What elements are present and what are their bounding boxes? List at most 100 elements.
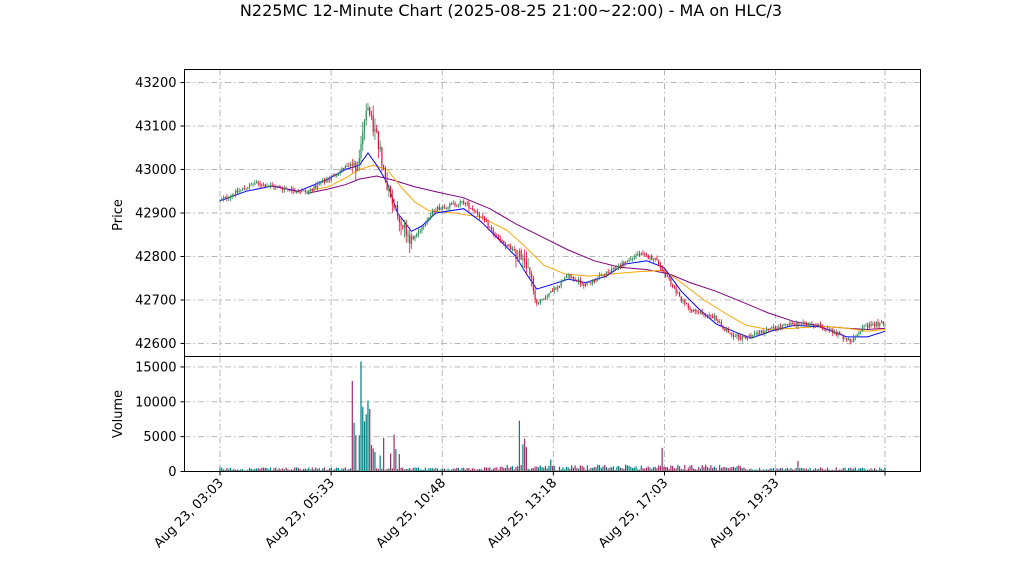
volume-bar xyxy=(600,467,602,472)
candle-body xyxy=(280,186,282,189)
candle-body xyxy=(487,221,489,228)
candle-body xyxy=(638,253,641,256)
candle-body xyxy=(637,253,639,256)
candle-body xyxy=(866,325,869,328)
candle-body xyxy=(483,217,486,221)
candle-body xyxy=(398,215,400,223)
candle-body xyxy=(381,147,383,166)
volume-bar xyxy=(294,467,296,472)
volume-bar xyxy=(532,468,534,472)
candle-body xyxy=(819,324,822,327)
candle-body xyxy=(811,323,813,325)
candle-body xyxy=(464,203,467,204)
candle-body xyxy=(518,250,521,257)
candle-body xyxy=(302,190,305,192)
volume-bar xyxy=(266,467,268,472)
volume-bar xyxy=(625,464,627,472)
volume-bar xyxy=(734,467,736,472)
candle-body xyxy=(445,208,447,210)
candle-body xyxy=(370,115,373,116)
candle-body xyxy=(614,267,616,270)
volume-bar xyxy=(431,468,433,472)
candle-body xyxy=(238,190,240,193)
candle-body xyxy=(496,235,498,237)
volume-bar xyxy=(647,466,649,472)
volume-bar xyxy=(640,465,642,472)
volume-bar xyxy=(682,469,684,472)
candle-body xyxy=(583,284,585,286)
candle-body xyxy=(490,227,493,230)
volume-bar xyxy=(772,468,775,472)
volume-bar xyxy=(499,466,501,472)
candle-body xyxy=(228,197,230,199)
volume-bar xyxy=(349,468,352,472)
volume-bar xyxy=(738,465,740,472)
candle-body xyxy=(557,285,559,290)
candle-body xyxy=(851,341,853,342)
volume-bar xyxy=(238,470,240,472)
candle-body xyxy=(320,183,322,184)
candle-body xyxy=(510,246,512,250)
candle-body xyxy=(290,188,292,191)
candle-body xyxy=(325,180,327,183)
volume-bar xyxy=(851,468,853,472)
volume-bar xyxy=(501,466,503,472)
volume-bar xyxy=(219,467,221,472)
candle-body xyxy=(752,335,754,338)
volume-bar xyxy=(821,468,823,472)
candle-body xyxy=(428,217,430,221)
volume-bar xyxy=(583,467,585,472)
volume-bar xyxy=(799,468,801,472)
candle-body xyxy=(421,226,423,231)
volume-bar xyxy=(602,466,604,472)
volume-bar xyxy=(242,469,244,472)
volume-bar xyxy=(417,467,420,472)
candle-body xyxy=(543,299,545,300)
volume-bar xyxy=(548,465,550,472)
candle-body xyxy=(586,282,588,284)
candle-body xyxy=(231,194,233,197)
candle-body xyxy=(772,326,775,328)
candle-body xyxy=(520,250,522,260)
x-axis: Aug 23, 03:03 Aug 23, 05:33 Aug 25, 10:48 A… xyxy=(151,471,886,551)
candle-body xyxy=(670,279,672,285)
candle-body xyxy=(771,327,773,329)
candle-body xyxy=(436,206,439,211)
candle-body xyxy=(403,223,406,228)
candle-body xyxy=(471,208,474,210)
volume-bar xyxy=(666,466,669,472)
volume-bar xyxy=(247,469,249,472)
volume-bar xyxy=(254,468,256,472)
volume-bar xyxy=(584,469,587,472)
volume-bar xyxy=(689,465,691,472)
candle-body xyxy=(865,325,867,327)
candle-body xyxy=(219,200,221,201)
candle-body xyxy=(431,211,433,216)
candle-body xyxy=(872,324,874,326)
volume-tick-label: 15000 xyxy=(135,360,176,375)
volume-bar xyxy=(685,469,688,472)
volume-bar xyxy=(598,465,601,472)
candle-body xyxy=(880,321,883,323)
candle-body xyxy=(534,290,536,301)
candle-body xyxy=(685,302,688,305)
volume-bar xyxy=(268,469,270,472)
candle-body xyxy=(605,272,608,277)
volume-bar xyxy=(240,469,242,472)
price-axis-label: Price xyxy=(111,199,126,231)
candle-body xyxy=(508,244,510,247)
candle-body xyxy=(482,216,484,218)
candle-body xyxy=(870,323,872,326)
candle-body xyxy=(400,222,402,226)
candle-body xyxy=(266,186,268,188)
candle-body xyxy=(255,181,258,184)
volume-bar xyxy=(877,470,879,472)
volume-bar xyxy=(860,468,862,472)
volume-bar xyxy=(866,469,869,472)
candle-body xyxy=(682,299,684,302)
volume-bar xyxy=(461,467,463,472)
candle-body xyxy=(705,315,707,316)
candle-body xyxy=(414,236,416,239)
candle-body xyxy=(334,174,336,176)
volume-bar xyxy=(840,469,843,472)
